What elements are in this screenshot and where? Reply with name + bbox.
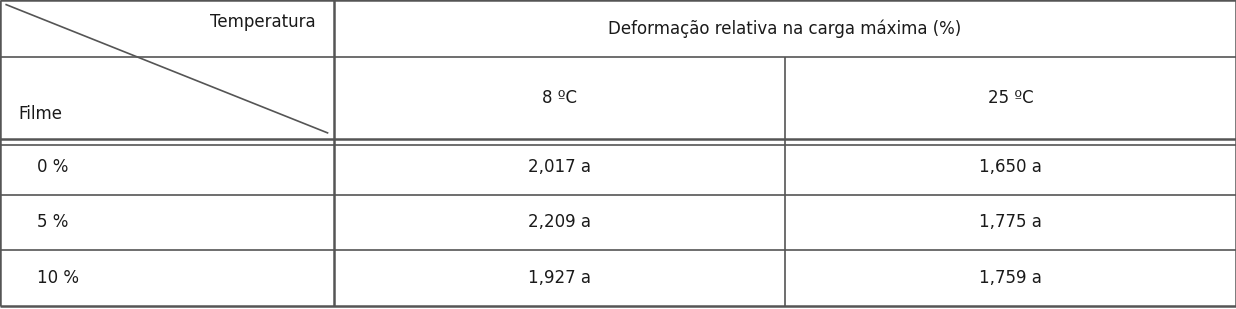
Text: Temperatura: Temperatura <box>210 13 315 31</box>
Text: 25 ºC: 25 ºC <box>988 89 1033 107</box>
Text: Filme: Filme <box>19 105 63 123</box>
Text: 1,650 a: 1,650 a <box>979 158 1042 176</box>
Text: Deformação relativa na carga máxima (%): Deformação relativa na carga máxima (%) <box>608 19 962 38</box>
Text: 1,775 a: 1,775 a <box>979 214 1042 231</box>
Text: 8 ºC: 8 ºC <box>541 89 577 107</box>
Text: 1,927 a: 1,927 a <box>528 269 591 287</box>
Text: 2,209 a: 2,209 a <box>528 214 591 231</box>
Text: 10 %: 10 % <box>37 269 79 287</box>
Text: 2,017 a: 2,017 a <box>528 158 591 176</box>
Text: 0 %: 0 % <box>37 158 68 176</box>
Text: 5 %: 5 % <box>37 214 68 231</box>
Text: 1,759 a: 1,759 a <box>979 269 1042 287</box>
